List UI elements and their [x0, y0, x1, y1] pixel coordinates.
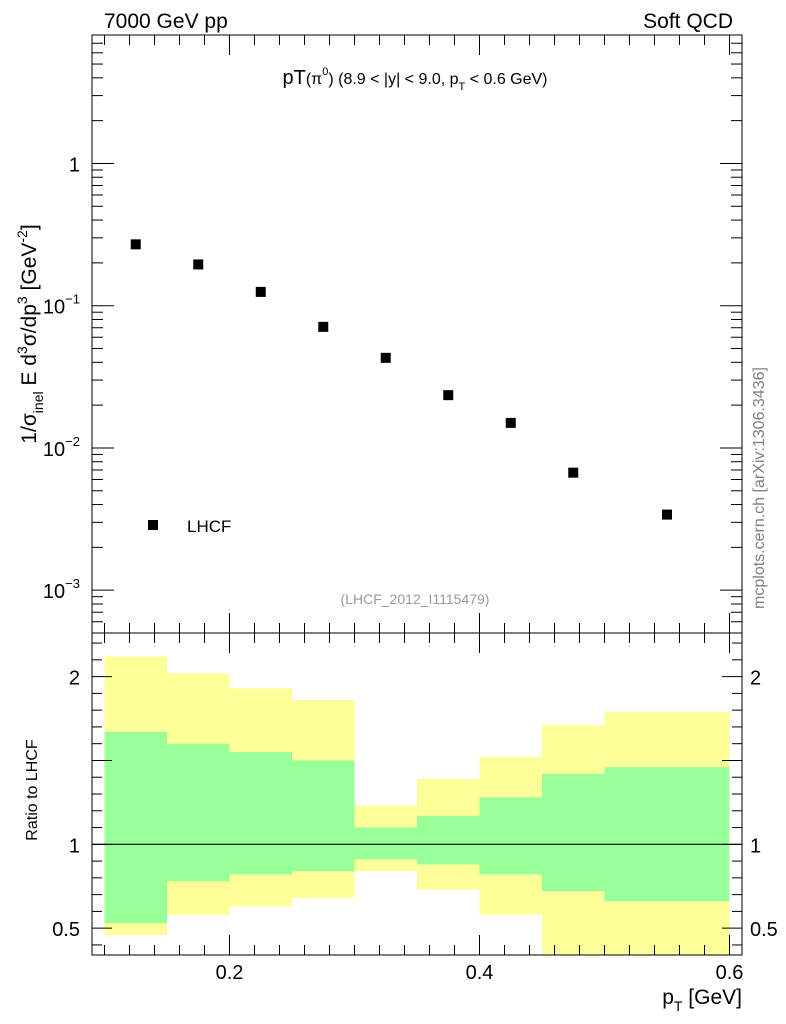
ratio-y-axis-label: Ratio to LHCF	[24, 739, 41, 841]
legend-label: LHCF	[187, 517, 231, 536]
inner-band-bin	[542, 773, 605, 892]
side-source-label: mcplots.cern.ch [arXiv:1306.3436]	[751, 367, 768, 609]
main-y-ticks	[92, 34, 742, 634]
main-frame	[91, 34, 743, 634]
ratio-y-tick-label-right: 1	[750, 835, 761, 857]
header-energy-label: 7000 GeV pp	[104, 10, 228, 33]
inner-band-bin	[417, 815, 480, 865]
data-point	[130, 239, 141, 250]
main-y-tick-labels: 1 10−1 10−2 10−3	[43, 154, 80, 603]
main-panel: 1 10−1 10−2 10−3 pT(π0) (8.9 < |y| < 9.0, p…	[14, 34, 743, 634]
ratio-tick-labels: 0.5 0.5 1 1 2 2 0.2 0.4 0.6	[52, 668, 778, 984]
data-point	[505, 417, 516, 428]
inner-band-bin	[167, 743, 230, 882]
ratio-ticks	[92, 633, 742, 955]
data-point	[568, 467, 579, 478]
main-y-axis-label: 1/σinel E d3σ/dp3 [GeV-2]	[14, 224, 46, 443]
data-point	[443, 390, 454, 401]
inner-band-bin	[104, 731, 167, 924]
y-tick-label: 1	[69, 154, 80, 176]
x-tick-label: 0.6	[716, 962, 744, 984]
main-data-points	[130, 239, 672, 520]
ratio-y-tick-label-left: 2	[69, 668, 80, 690]
ratio-y-tick-label-right: 0.5	[750, 919, 778, 941]
inner-band-bin	[354, 827, 417, 860]
ratio-panel: 0.5 0.5 1 1 2 2 0.2 0.4 0.6 Ratio to LHCF pT [Ge…	[24, 632, 778, 1014]
x-tick-label: 0.2	[216, 962, 244, 984]
data-point	[662, 509, 672, 520]
x-axis-label: pT [GeV]	[662, 986, 742, 1014]
header-process-label: Soft QCD	[643, 10, 733, 33]
inner-band-bin	[229, 752, 292, 875]
inner-band-bin	[292, 760, 355, 872]
y-tick-label: 10−2	[43, 434, 80, 461]
inner-band-bin	[604, 767, 730, 902]
data-point	[380, 352, 391, 363]
legend-marker	[148, 520, 158, 530]
y-tick-label: 10−1	[43, 292, 80, 319]
inner-band-bin	[479, 797, 542, 875]
data-point	[255, 286, 266, 297]
data-point	[318, 321, 329, 332]
data-point	[193, 259, 204, 270]
y-tick-label: 10−3	[43, 576, 80, 603]
ratio-y-tick-label-left: 0.5	[52, 919, 80, 941]
ratio-y-tick-label-left: 1	[69, 835, 80, 857]
analysis-id-label: (LHCF_2012_I1115479)	[341, 591, 490, 607]
main-x-ticks	[104, 35, 730, 633]
x-tick-label: 0.4	[466, 962, 494, 984]
plot-title: pT(π0) (8.9 < |y| < 9.0, pT < 0.6 GeV)	[283, 66, 548, 93]
ratio-y-tick-label-right: 2	[750, 668, 761, 690]
ratio-bands	[104, 656, 730, 955]
